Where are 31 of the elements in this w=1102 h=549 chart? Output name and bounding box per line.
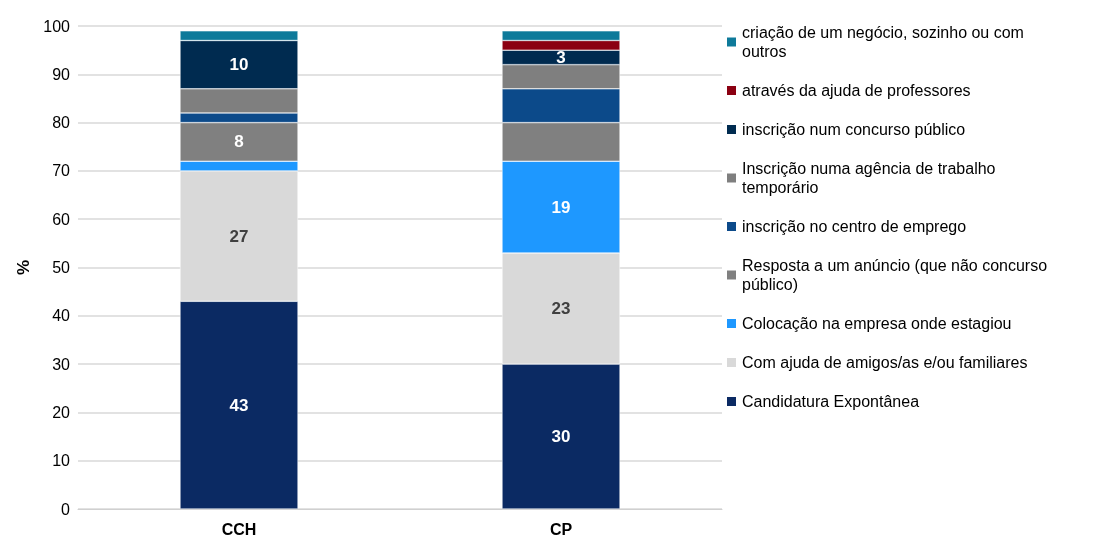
legend-label: Inscrição numa agência de trabalho temporário [742, 160, 1000, 196]
y-tick-label: 80 [52, 114, 71, 132]
legend-label: criação de um negócio, sozinho ou com outros [742, 24, 1029, 60]
y-tick-label: 10 [52, 452, 71, 470]
y-tick-label: 20 [52, 403, 71, 421]
y-tick-label: 90 [52, 65, 71, 83]
legend-label: inscrição no centro de emprego [742, 218, 967, 235]
y-tick-label: 60 [52, 210, 71, 228]
legend-label: Candidatura Expontânea [742, 393, 920, 410]
x-tick-label: CCH [221, 520, 257, 538]
y-tick-label: 100 [43, 17, 71, 35]
y-tick-label: 40 [52, 307, 71, 325]
y-axis-title: % [14, 259, 34, 276]
data-label: 3 [556, 47, 566, 67]
data-label: 43 [229, 395, 249, 415]
data-label: 30 [551, 427, 571, 447]
data-label: 19 [551, 197, 571, 217]
y-tick-label: 30 [52, 355, 71, 373]
y-tick-label: 0 [61, 500, 71, 518]
data-label: 27 [229, 226, 249, 246]
legend-label: através da ajuda de professores [742, 82, 971, 99]
data-label: 8 [234, 132, 244, 152]
legend-label: Com ajuda de amigos/as e/ou familiares [742, 354, 1028, 371]
legend-label: Resposta a um anúncio (que não concurso público) [742, 257, 1052, 293]
legend-label: Colocação na empresa onde estagiou [742, 315, 1012, 332]
legend-label: inscrição num concurso público [742, 121, 966, 138]
x-tick-label: CP [549, 520, 573, 538]
data-label: 23 [551, 299, 571, 319]
data-label: 10 [229, 55, 249, 75]
y-tick-label: 70 [52, 162, 71, 180]
y-tick-label: 50 [52, 259, 71, 276]
